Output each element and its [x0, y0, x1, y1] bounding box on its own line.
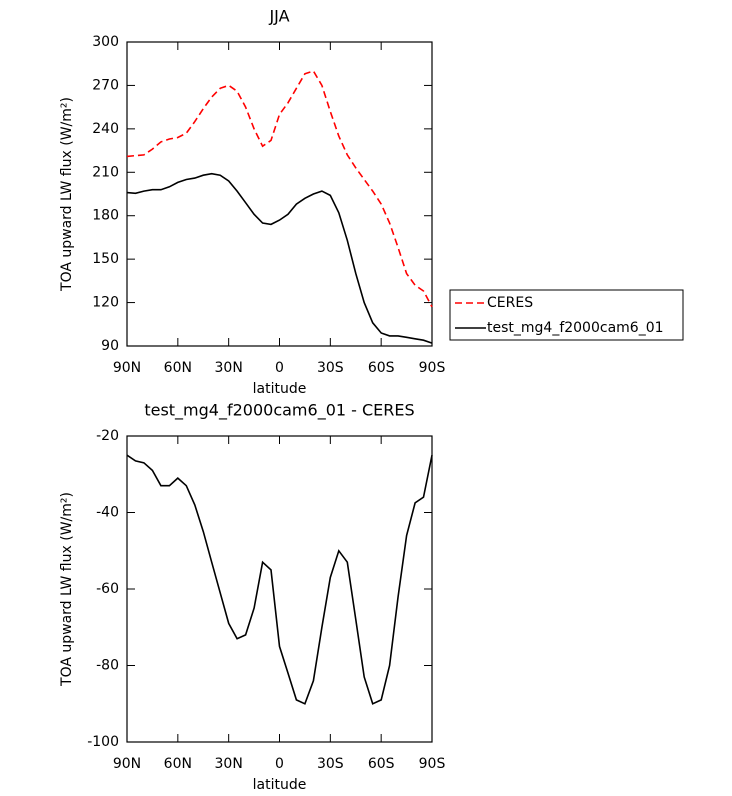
- x-tick-label: 90S: [419, 756, 446, 772]
- y-axis-label: TOA upward LW flux (W/m²): [59, 492, 75, 687]
- x-tick-label: 0: [275, 756, 284, 772]
- y-tick-label: 180: [92, 208, 119, 224]
- x-tick-label: 30S: [317, 360, 344, 376]
- plot-frame: [126, 435, 433, 743]
- plot-frame: [126, 41, 433, 347]
- y-tick-label: -40: [96, 505, 119, 521]
- y-tick-label: -80: [96, 658, 119, 674]
- y-tick-label: 270: [92, 77, 119, 93]
- x-axis-label: latitude: [253, 777, 307, 793]
- chart-title: JJA: [268, 7, 289, 26]
- x-tick-label: 90N: [113, 360, 141, 376]
- x-tick-label: 0: [275, 360, 284, 376]
- y-tick-label: -60: [96, 581, 119, 597]
- x-axis-label: latitude: [253, 381, 307, 397]
- chart-title: test_mg4_f2000cam6_01 - CERES: [144, 401, 414, 421]
- legend-box: [449, 289, 684, 341]
- series-line: [126, 172, 433, 344]
- y-tick-label: 120: [92, 295, 119, 311]
- x-tick-label: 60S: [368, 756, 395, 772]
- y-axis-label: TOA upward LW flux (W/m²): [59, 97, 75, 292]
- series-line: [126, 70, 433, 308]
- x-tick-label: 60N: [164, 360, 192, 376]
- legend-label: test_mg4_f2000cam6_01: [487, 320, 664, 336]
- legend-label: CERES: [487, 295, 533, 311]
- series-line: [126, 454, 433, 705]
- y-tick-label: -20: [96, 428, 119, 444]
- x-tick-label: 30N: [215, 360, 243, 376]
- y-tick-label: 300: [92, 34, 119, 50]
- y-tick-label: 150: [92, 251, 119, 267]
- x-tick-label: 90N: [113, 756, 141, 772]
- y-tick-label: 210: [92, 164, 119, 180]
- y-tick-label: -100: [87, 734, 119, 750]
- x-tick-label: 90S: [419, 360, 446, 376]
- y-tick-label: 90: [101, 338, 119, 354]
- x-tick-label: 60S: [368, 360, 395, 376]
- x-tick-label: 30N: [215, 756, 243, 772]
- x-tick-label: 30S: [317, 756, 344, 772]
- x-tick-label: 60N: [164, 756, 192, 772]
- y-tick-label: 240: [92, 121, 119, 137]
